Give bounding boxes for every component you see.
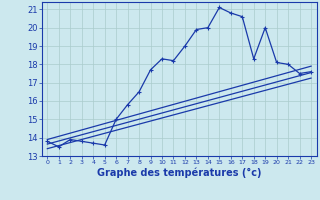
X-axis label: Graphe des températures (°c): Graphe des températures (°c) bbox=[97, 168, 261, 178]
